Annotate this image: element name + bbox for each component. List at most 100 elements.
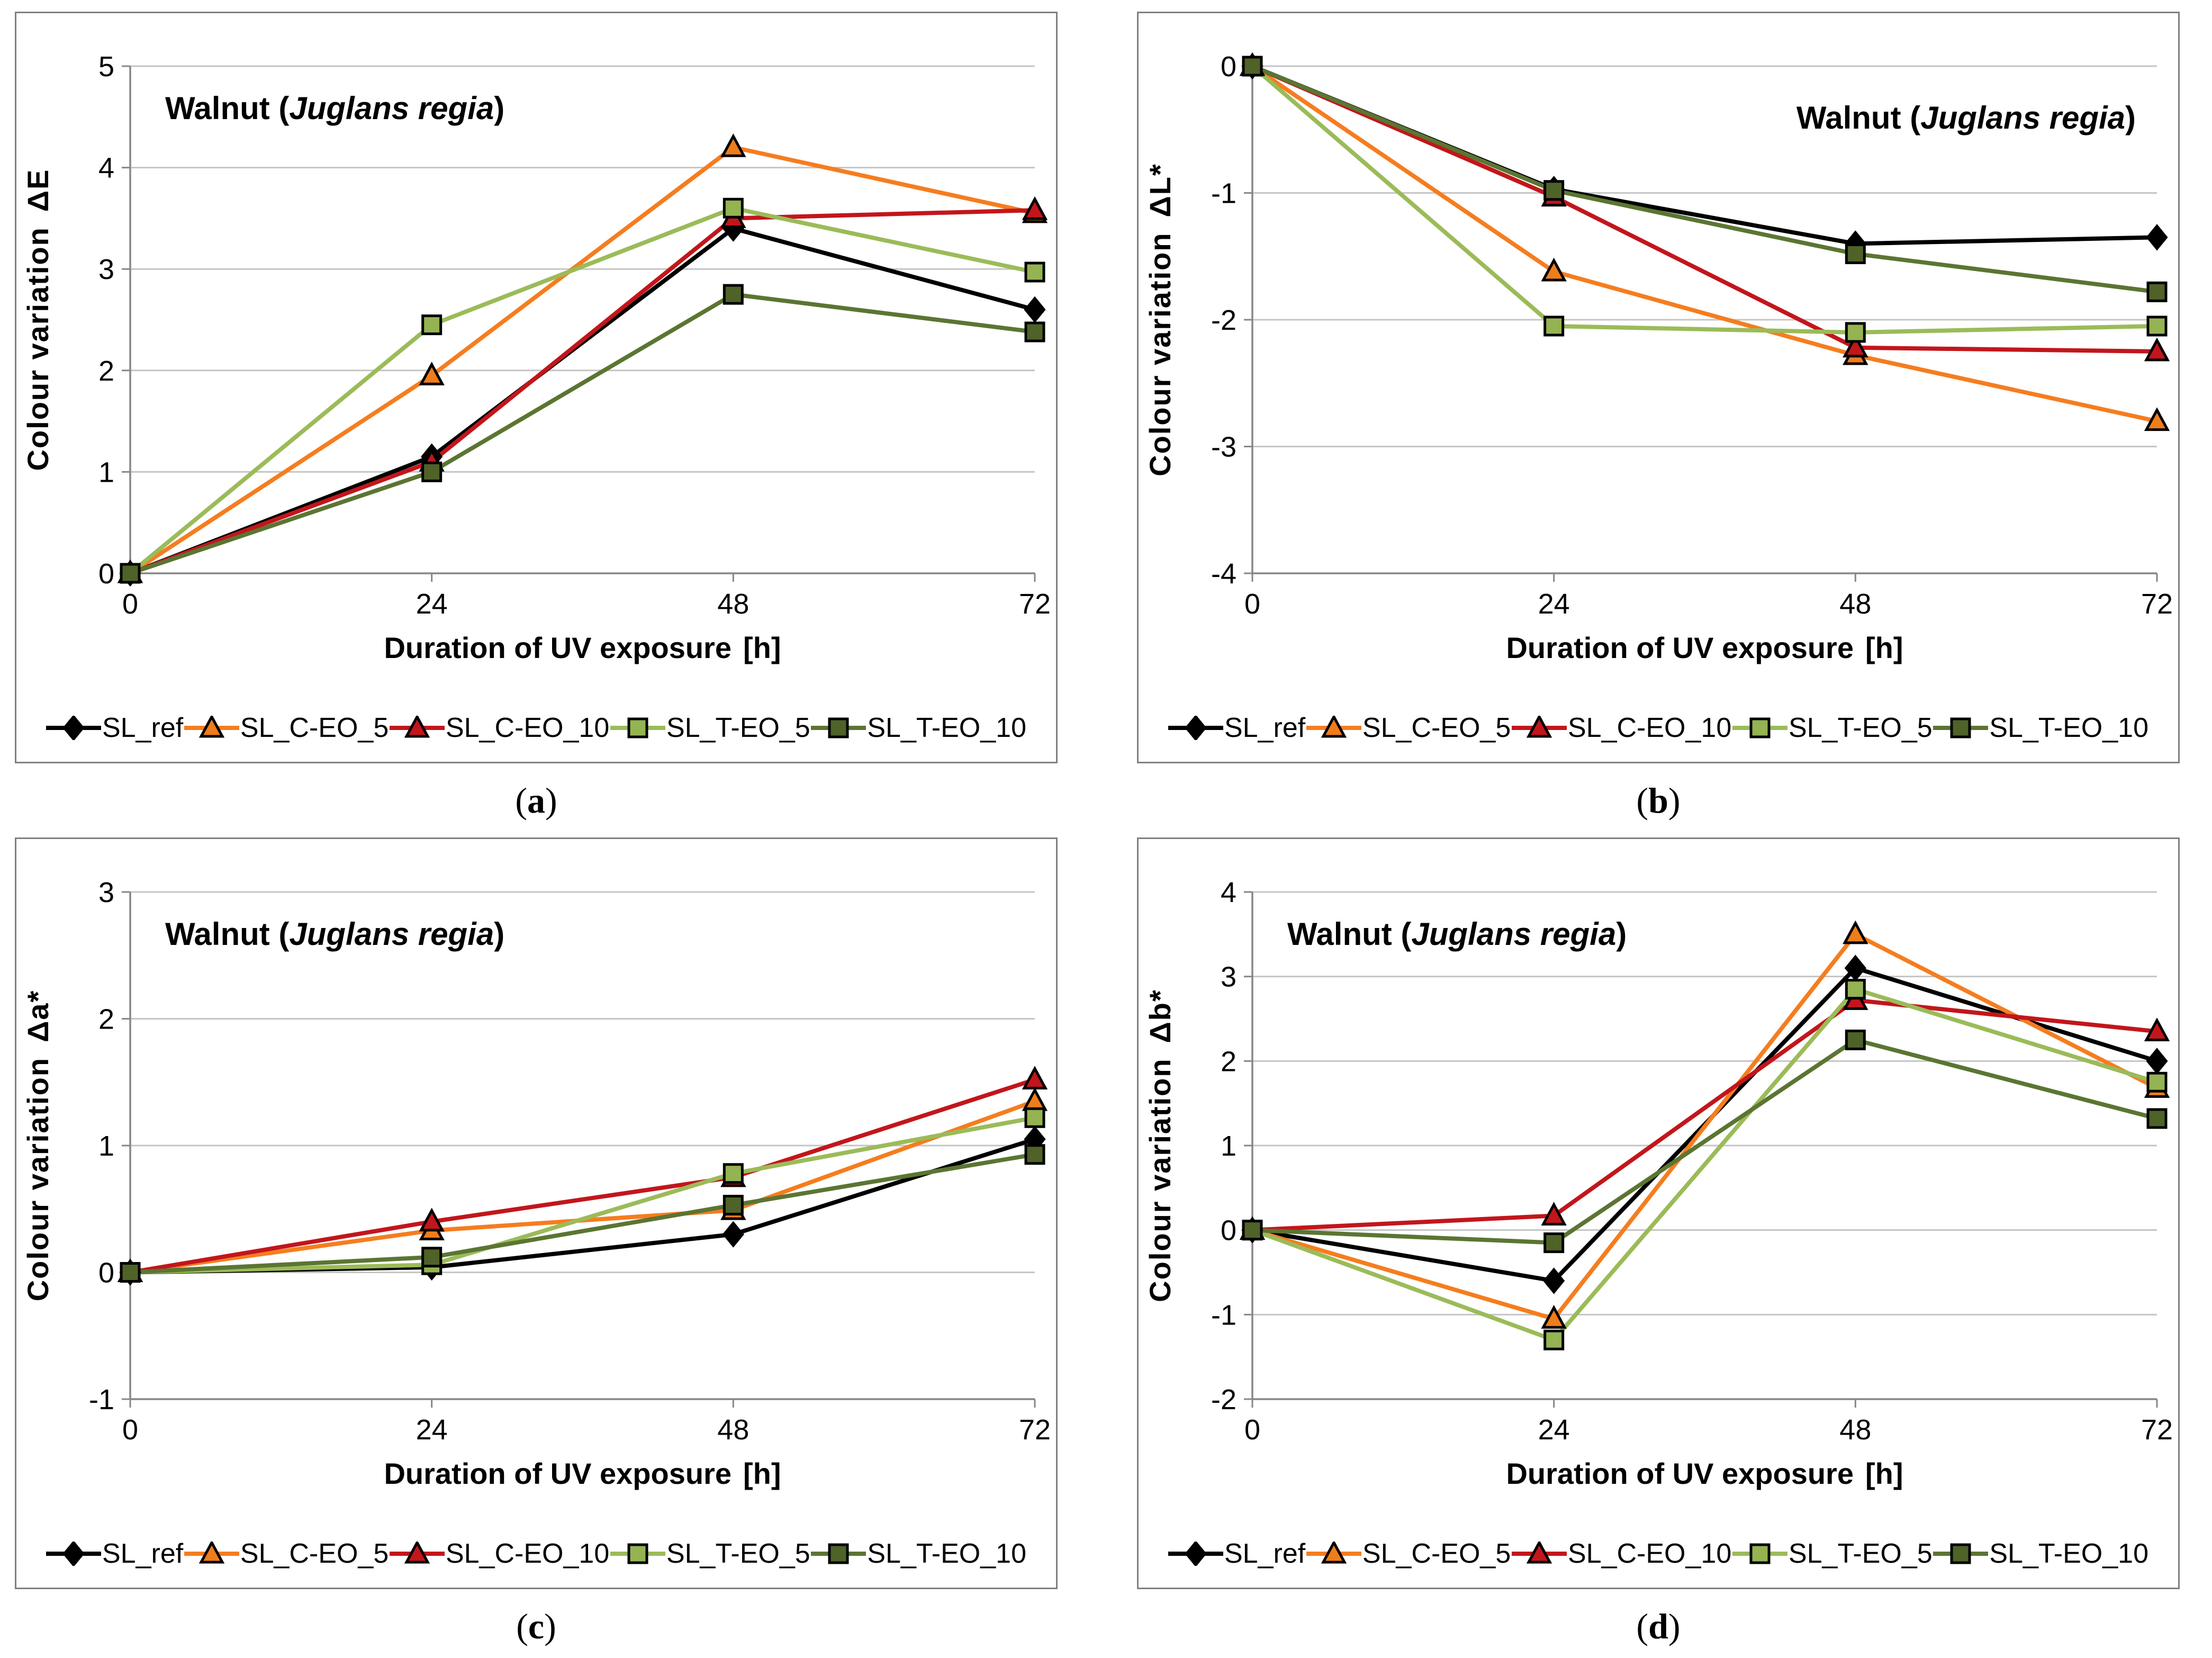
marker-square: [1543, 180, 1565, 201]
y-tick-label: -4: [1211, 558, 1236, 590]
marker-triangle: [404, 716, 430, 738]
x-tick-label: 24: [1538, 588, 1570, 620]
legend-label: SL_T-EO_5: [666, 713, 810, 743]
marker-square: [2146, 281, 2168, 302]
series-line-SL_C-EO_10: [129, 208, 1035, 575]
legend-label: SL_ref: [1224, 1538, 1306, 1569]
gridlines: [1252, 65, 2157, 447]
marker-square: [1950, 717, 1971, 738]
x-tick-label: 0: [1244, 1414, 1260, 1446]
legend-marker-icon: [610, 717, 665, 738]
y-tick-label: 2: [98, 355, 114, 387]
legend-label: SL_T-EO_5: [1788, 1538, 1933, 1569]
marker-square: [421, 1247, 443, 1268]
gridlines: [1252, 891, 2157, 1315]
y-tick-label: -2: [1211, 1384, 1236, 1416]
cell-c: 3 2 1 0 -1 0 24 48 72 Duration of UV exposure [h] C…: [15, 837, 1058, 1658]
marker-square: [828, 717, 849, 738]
marker-diamond: [2146, 224, 2168, 251]
caption-letter: a: [527, 780, 545, 821]
y-axis-title: Colour variationΔb*: [1143, 989, 1177, 1302]
legend-label: SL_T-EO_10: [867, 1538, 1026, 1569]
marker-square: [1024, 262, 1045, 283]
legend-label: SL_T-EO_5: [666, 1538, 810, 1569]
x-axis-title: Duration of UV exposure [h]: [1506, 631, 1903, 664]
legend-label: SL_T-EO_10: [867, 713, 1026, 743]
y-tick-label: -2: [1211, 304, 1236, 336]
marker-triangle: [1022, 1087, 1048, 1111]
marker-square: [828, 1543, 849, 1564]
legend-item-SL_T-EO_5: SL_T-EO_5: [1732, 1538, 1933, 1570]
y-tick-label: 0: [98, 558, 114, 590]
chart-title: Walnut (Juglans regia): [165, 91, 504, 126]
series-line-SL_C-EO_5: [1251, 931, 2158, 1321]
legend-marker-icon: [46, 716, 101, 740]
x-tick-labels: 0 24 48 72: [122, 1414, 1051, 1446]
legend-label: SL_ref: [102, 713, 184, 743]
series-markers-SL_T-EO_10: [120, 284, 1045, 584]
legend-marker-icon: [811, 717, 866, 738]
legend-label: SL_T-EO_10: [1989, 1538, 2148, 1569]
legend-label: SL_ref: [102, 1538, 184, 1569]
legend-marker-icon: [1511, 716, 1567, 738]
legend-item-SL_ref: SL_ref: [46, 1538, 183, 1570]
legend-marker-icon: [1732, 717, 1787, 738]
marker-square: [723, 197, 744, 219]
legend-label: SL_C-EO_5: [1362, 713, 1511, 743]
panel-caption-b: (b): [1137, 763, 2180, 837]
x-tick-labels: 0 24 48 72: [1244, 1414, 2173, 1446]
marker-triangle: [1526, 716, 1552, 738]
chart-panel-d: 4 3 2 1 0 -1 -2 0 24 48 72 Duration of UV exposure[…: [1137, 837, 2180, 1589]
cell-b: 0 -1 -2 -3 -4 0 24 48 72 Duration of UV exposure[…: [1137, 12, 2180, 837]
legend-item-SL_ref: SL_ref: [1168, 1538, 1305, 1570]
series-lines: [130, 1077, 1036, 1275]
chart-legend: SL_ref SL_C-EO_5 SL_C-EO_10 SL_T-EO_5 SL_T-E…: [1168, 1538, 2148, 1570]
legend-item-SL_ref: SL_ref: [1168, 712, 1305, 744]
y-tick-label: -3: [1211, 431, 1236, 463]
legend-item-SL_C-EO_10: SL_C-EO_10: [389, 712, 609, 744]
y-axis-title: Colour variationΔL*: [1143, 163, 1177, 476]
legend-label: SL_C-EO_5: [240, 713, 389, 743]
legend-marker-icon: [811, 1543, 866, 1564]
y-tick-label: 1: [1221, 1130, 1236, 1162]
y-axis-title: Colour variationΔE: [21, 169, 55, 471]
legend-item-SL_T-EO_10: SL_T-EO_10: [1933, 1538, 2148, 1570]
legend-marker-icon: [184, 1542, 239, 1564]
caption-open: (: [1636, 1606, 1649, 1646]
marker-square: [421, 461, 443, 482]
x-tick-label: 0: [1244, 588, 1260, 620]
marker-triangle: [1843, 920, 1868, 944]
y-tick-label: 5: [98, 51, 114, 83]
legend-item-SL_C-EO_5: SL_C-EO_5: [184, 712, 389, 744]
marker-square: [1543, 1232, 1565, 1254]
series-markers-SL_T-EO_10: [1242, 1029, 2168, 1254]
legend-marker-icon: [389, 1542, 445, 1564]
marker-square: [1242, 1220, 1263, 1241]
x-tick-label: 72: [2141, 588, 2173, 620]
legend-item-SL_ref: SL_ref: [46, 712, 183, 744]
x-tick-label: 48: [1839, 588, 1871, 620]
y-tick-labels: 3 2 1 0 -1: [89, 877, 114, 1416]
chart-legend: SL_ref SL_C-EO_5 SL_C-EO_10 SL_T-EO_5 SL_T-E…: [1168, 712, 2148, 744]
marker-triangle: [1321, 716, 1347, 738]
legend-marker-icon: [389, 716, 445, 738]
marker-triangle: [2144, 337, 2170, 362]
marker-square: [120, 563, 141, 584]
series-line-SL_C-EO_5: [130, 1099, 1036, 1275]
series-markers-SL_C-EO_5: [117, 133, 1048, 583]
marker-square: [1749, 1543, 1771, 1564]
y-tick-label: 2: [98, 1004, 114, 1035]
y-tick-label: 3: [98, 254, 114, 285]
y-tick-label: -1: [89, 1384, 114, 1416]
marker-square: [723, 284, 744, 305]
caption-letter: c: [528, 1606, 545, 1646]
x-tick-label: 48: [717, 588, 749, 620]
chart-panel-c: 3 2 1 0 -1 0 24 48 72 Duration of UV exposure [h] C…: [15, 837, 1058, 1589]
series-line-SL_C-EO_10: [130, 1077, 1036, 1275]
marker-square: [1749, 717, 1771, 738]
marker-triangle: [1541, 257, 1567, 282]
x-tick-labels: 0 24 48 72: [1244, 588, 2173, 620]
x-tick-labels: 0 24 48 72: [122, 588, 1051, 620]
panel-caption-d: (d): [1137, 1589, 2180, 1658]
